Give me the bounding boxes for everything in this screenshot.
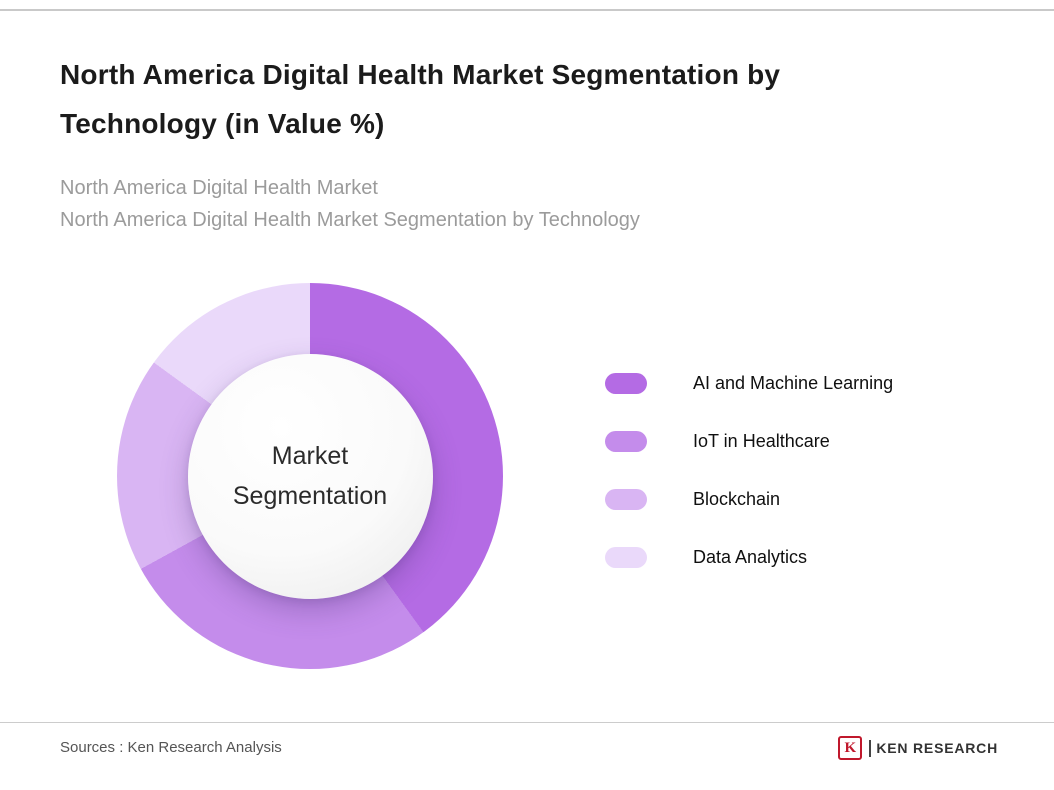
footer-divider <box>0 722 1054 723</box>
legend-item: AI and Machine Learning <box>605 372 893 394</box>
legend-swatch <box>605 546 647 568</box>
legend-label: Blockchain <box>693 488 781 509</box>
donut-center: Market Segmentation <box>187 353 433 599</box>
legend-swatch <box>605 372 647 394</box>
page-title: North America Digital Health Market Segm… <box>60 50 1000 148</box>
top-divider <box>0 9 1054 11</box>
legend-label: IoT in Healthcare <box>693 430 830 451</box>
page-title-line-2: Technology (in Value %) <box>60 108 385 139</box>
subtitle-line-2: North America Digital Health Market Segm… <box>60 209 640 231</box>
logo-separator-bar <box>869 739 872 757</box>
ken-research-logo: K KEN RESEARCH <box>838 735 998 761</box>
chart-subtitle: North America Digital Health Market Nort… <box>60 172 640 236</box>
legend-item: Data Analytics <box>605 546 893 568</box>
legend-swatch <box>605 430 647 452</box>
donut-chart: Market Segmentation <box>117 283 503 669</box>
source-text: Sources : Ken Research Analysis <box>60 739 282 756</box>
legend-label: Data Analytics <box>693 546 808 567</box>
legend-label: AI and Machine Learning <box>693 372 894 393</box>
legend-swatch <box>605 488 647 510</box>
page-title-line-1: North America Digital Health Market Segm… <box>60 59 781 90</box>
logo-k-icon: K <box>838 736 863 760</box>
donut-center-label: Market Segmentation <box>232 442 388 510</box>
legend-item: Blockchain <box>605 488 893 510</box>
chart-legend: AI and Machine Learning IoT in Healthcar… <box>605 372 893 604</box>
logo-brand-text: KEN RESEARCH <box>876 740 998 756</box>
subtitle-line-1: North America Digital Health Market <box>60 177 378 199</box>
legend-item: IoT in Healthcare <box>605 430 893 452</box>
